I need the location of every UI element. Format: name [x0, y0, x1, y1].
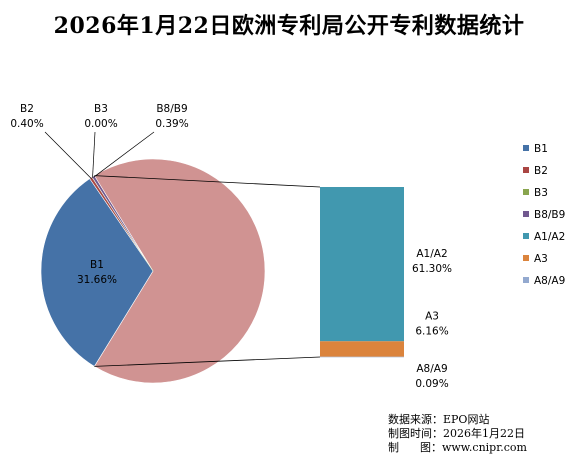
leader-line-b2: [45, 132, 91, 179]
data-label-b8-b9-value: 0.39%: [155, 118, 188, 130]
data-label-b1-value: 31.66%: [77, 274, 117, 286]
bar-segment-a1-a2: [320, 187, 404, 341]
legend: B1 B2 B3 B8/B9 A1/A2 A3 A8/A9: [523, 143, 565, 287]
data-label-b2-name: B2: [20, 103, 34, 115]
legend-swatch-b1: [523, 145, 529, 151]
leader-line-b3: [93, 132, 95, 178]
legend-label-a1-a2: A1/A2: [534, 231, 565, 243]
data-label-b3-name: B3: [94, 103, 108, 115]
source-line-3: 制 图：www.cnipr.com: [388, 441, 527, 454]
data-label-b8-b9-name: B8/B9: [156, 103, 187, 115]
legend-swatch-b3: [523, 189, 529, 195]
data-label-a3-value: 6.16%: [415, 325, 448, 337]
legend-swatch-a1-a2: [523, 233, 529, 239]
legend-label-a8-a9: A8/A9: [534, 275, 565, 287]
legend-label-b3: B3: [534, 187, 548, 199]
source-line-1: 数据来源：EPO网站: [388, 413, 489, 426]
source-line-2: 制图时间：2026年1月22日: [388, 427, 525, 440]
legend-label-b2: B2: [534, 165, 548, 177]
pie-group: [41, 159, 265, 383]
data-label-b1-name: B1: [90, 259, 104, 271]
data-label-a1-a2-value: 61.30%: [412, 263, 452, 275]
data-label-a1-a2-name: A1/A2: [416, 248, 447, 260]
data-label-b2-value: 0.40%: [10, 118, 43, 130]
data-label-a8-a9-name: A8/A9: [416, 363, 447, 375]
bar-group: [320, 187, 404, 357]
legend-label-b8-b9: B8/B9: [534, 209, 565, 221]
bar-segment-a3: [320, 341, 404, 357]
legend-swatch-a8-a9: [523, 277, 529, 283]
data-label-b3-value: 0.00%: [84, 118, 117, 130]
legend-swatch-b2: [523, 167, 529, 173]
data-label-a8-a9-value: 0.09%: [415, 378, 448, 390]
legend-label-a3: A3: [534, 253, 548, 265]
legend-label-b1: B1: [534, 143, 548, 155]
data-label-a3-name: A3: [425, 310, 439, 322]
source-note: 数据来源：EPO网站 制图时间：2026年1月22日 制 图：www.cnipr…: [388, 413, 527, 455]
legend-swatch-a3: [523, 255, 529, 261]
bar-segment-a8-a9: [320, 357, 404, 358]
legend-swatch-b8-b9: [523, 211, 529, 217]
